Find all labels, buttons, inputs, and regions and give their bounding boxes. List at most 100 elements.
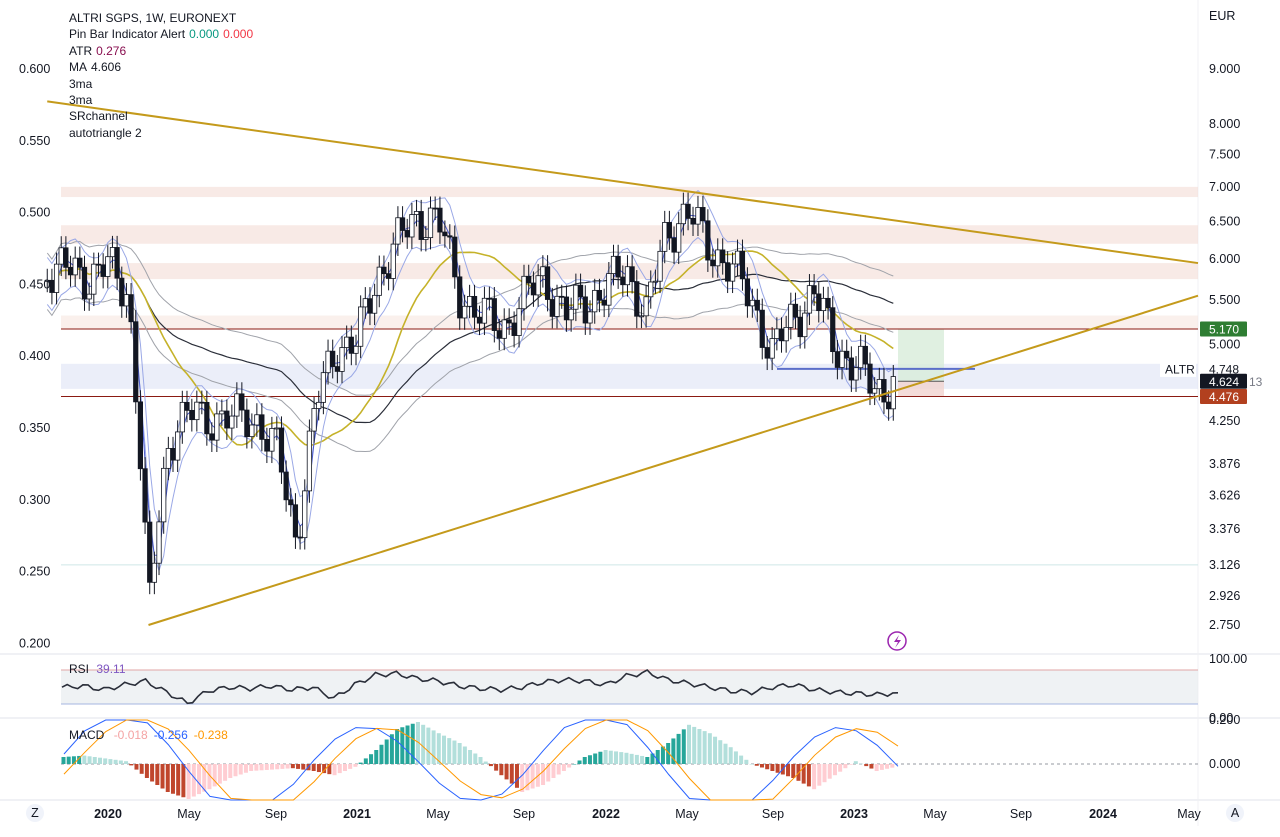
price-tag-label: 5.170 — [1209, 322, 1239, 336]
candle-body — [788, 303, 794, 328]
candle-body — [224, 410, 230, 429]
macd-legend[interactable]: MACD -0.018 -0.256 -0.238 — [69, 728, 228, 742]
candle-body — [486, 297, 492, 300]
macd-histogram-bar — [197, 764, 202, 795]
candle — [862, 334, 868, 376]
x-axis-tick: May — [1177, 807, 1201, 821]
macd-histogram-bar — [186, 764, 191, 799]
left-axis-tick: 0.300 — [19, 493, 50, 507]
macd-histogram-bar — [593, 753, 598, 764]
candle-body — [133, 321, 139, 403]
right-axis-tick: 4.250 — [1209, 414, 1240, 428]
chart-legend: ALTRI SGPS, 1W, EURONEXT Pin Bar Indicat… — [69, 10, 253, 141]
candle-body — [568, 308, 574, 321]
candle — [133, 310, 139, 414]
indicator-2[interactable]: MA 4.606 — [69, 59, 253, 75]
indicator-1[interactable]: ATR 0.276 — [69, 43, 253, 59]
macd-histogram-bar — [832, 764, 837, 776]
candle-body — [63, 247, 69, 268]
candle — [792, 292, 799, 330]
candle-body — [189, 409, 195, 421]
candle-body — [467, 295, 473, 307]
candle — [316, 390, 322, 421]
candle-body — [348, 336, 354, 354]
rsi-title: RSI — [69, 662, 90, 676]
indicator-3[interactable]: 3ma — [69, 76, 253, 92]
macd-histogram-bar — [530, 764, 535, 789]
candle — [629, 255, 635, 294]
macd-histogram-bar — [864, 764, 869, 767]
candle-body — [848, 357, 854, 381]
candle — [457, 265, 463, 330]
indicator-6[interactable]: autotriangle 2 — [69, 125, 253, 141]
right-axis-tick: 2.750 — [1209, 618, 1240, 632]
macd-histogram-bar — [358, 762, 363, 764]
macd-histogram-bar — [723, 743, 728, 764]
x-axis-tick: Sep — [1010, 807, 1032, 821]
candle-body — [367, 298, 373, 314]
candle — [239, 382, 245, 422]
macd-histogram-bar — [311, 764, 316, 771]
right-axis-tick: 9.000 — [1209, 62, 1240, 76]
candle-body — [715, 249, 721, 267]
candle-body — [797, 316, 803, 338]
candle-body — [806, 285, 813, 314]
candle-body — [316, 401, 322, 409]
candle-body — [666, 222, 672, 239]
indicator-value: 4.606 — [91, 60, 122, 75]
candle-body — [151, 562, 157, 583]
candle-body — [302, 490, 308, 539]
macd-histogram-bar — [556, 764, 561, 775]
macd-histogram-bar — [389, 734, 394, 764]
macd-histogram-bar — [848, 764, 853, 765]
auto-scale-button[interactable]: A — [1231, 806, 1240, 820]
candle-body — [77, 257, 83, 268]
indicator-5[interactable]: SRchannel — [69, 108, 253, 124]
candle-body — [573, 284, 579, 310]
candle — [720, 238, 726, 275]
candle — [229, 404, 235, 440]
candle-body — [720, 249, 726, 264]
candle — [811, 274, 817, 306]
macd-histogram-bar — [374, 750, 379, 764]
macd-histogram-bar — [316, 764, 321, 773]
candle-body — [239, 393, 245, 411]
candle-body — [872, 388, 878, 394]
indicator-0[interactable]: Pin Bar Indicator Alert 0.000 0.000 — [69, 26, 253, 42]
candle — [615, 244, 621, 289]
candle — [587, 300, 593, 335]
zoom-z-button[interactable]: Z — [31, 806, 39, 820]
rsi-legend[interactable]: RSI 39.11 — [69, 662, 126, 676]
candle-body — [395, 217, 401, 245]
macd-histogram-bar — [520, 764, 525, 792]
currency-label: EUR — [1209, 9, 1235, 23]
candle-body — [876, 379, 882, 390]
candle-body — [311, 408, 317, 432]
macd-histogram-bar — [327, 764, 332, 775]
macd-histogram-bar — [838, 764, 843, 772]
macd-histogram-bar — [687, 724, 691, 764]
candle-body — [156, 521, 162, 564]
candle-body — [442, 231, 448, 237]
macd-histogram-bar — [97, 757, 102, 764]
candle-body — [137, 401, 143, 470]
candle-body — [457, 276, 463, 319]
candle — [418, 199, 424, 252]
macd-histogram-bar — [874, 764, 879, 771]
symbol-title[interactable]: ALTRI SGPS, 1W, EURONEXT — [69, 11, 237, 25]
candle-body — [292, 504, 299, 538]
countdown-label: 13 — [1249, 375, 1263, 389]
left-axis-tick: 0.500 — [19, 206, 50, 220]
candle-body — [825, 297, 831, 309]
triangle-upper-line — [47, 100, 1199, 265]
macd-histogram-bar — [337, 764, 342, 774]
macd-histogram-bar — [504, 764, 509, 780]
macd-histogram-bar — [754, 764, 759, 766]
indicator-4[interactable]: 3ma — [69, 92, 253, 108]
macd-histogram-bar — [676, 733, 681, 764]
candle — [802, 301, 808, 349]
candle-body — [769, 338, 775, 359]
candle — [77, 246, 83, 280]
macd-histogram-bar — [765, 764, 770, 770]
